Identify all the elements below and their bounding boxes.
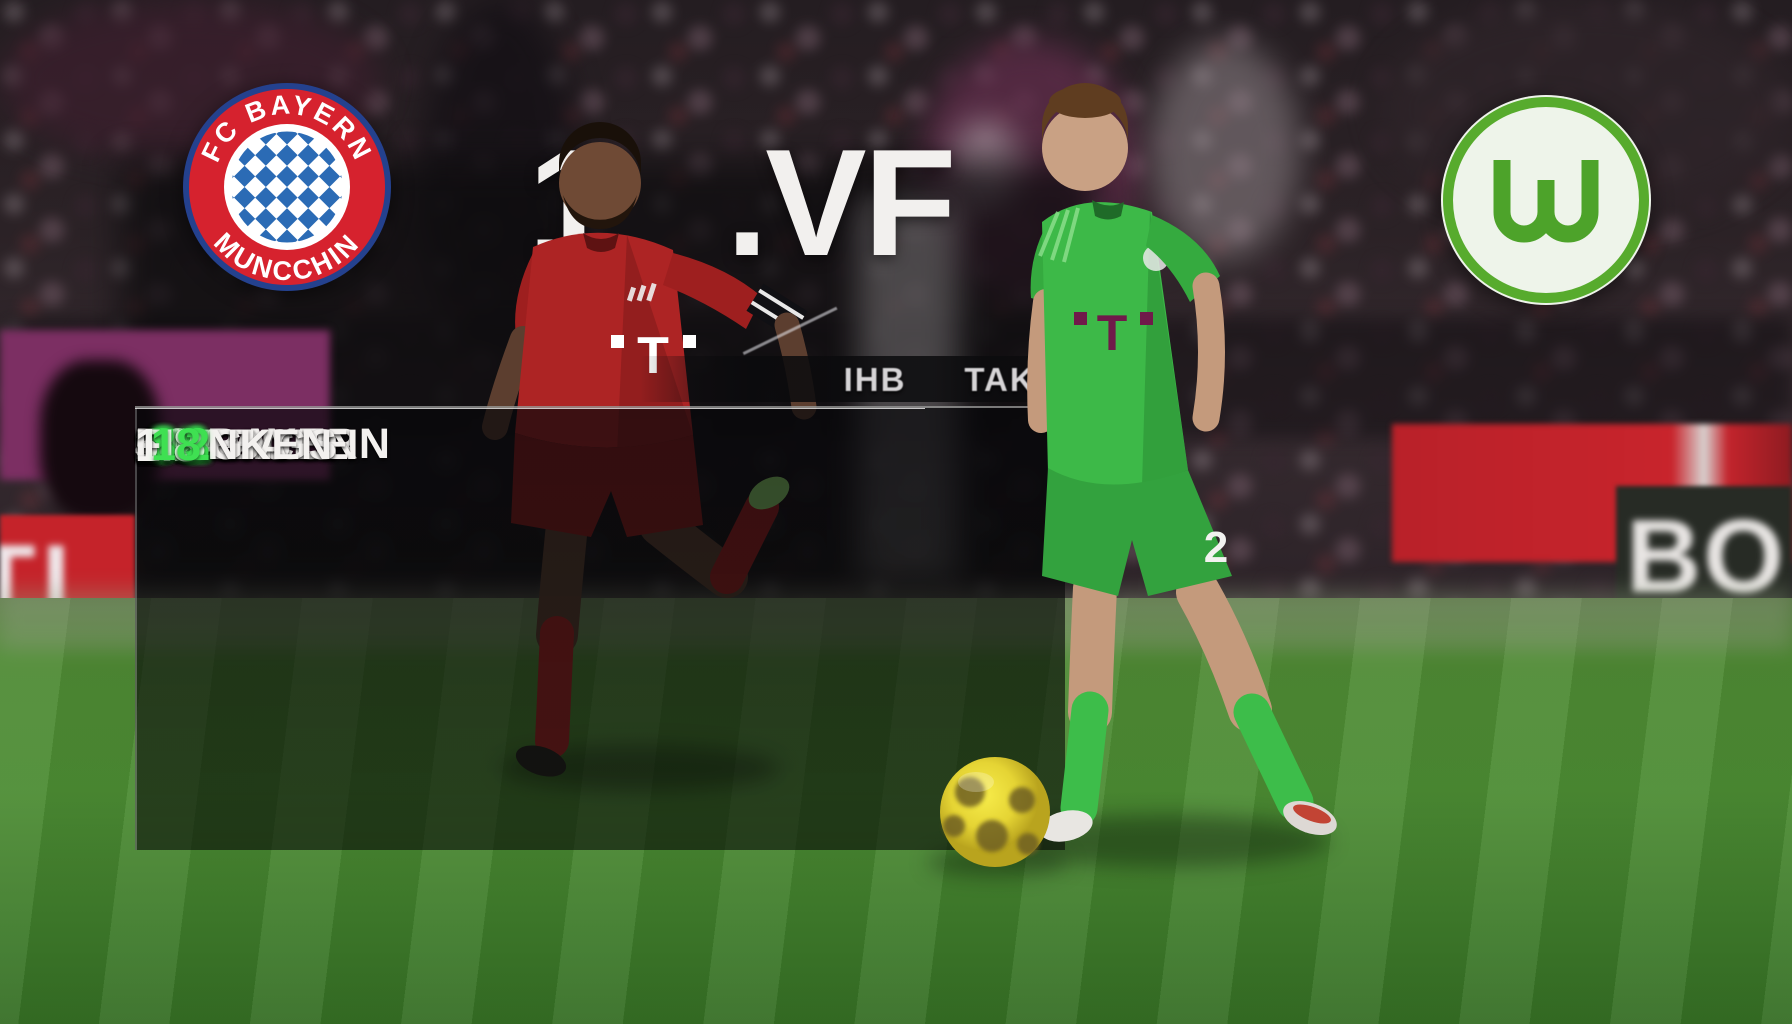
row-position: 2 (135, 421, 159, 469)
ball-highlight (958, 772, 994, 792)
ball-panels (943, 777, 1039, 855)
row-value: 1.8 (135, 419, 199, 472)
row-team-name: BRKACUN (135, 420, 360, 469)
header-col1: IHB (843, 361, 907, 398)
row-value: 1 2 (135, 419, 199, 472)
green-player-collar (1092, 200, 1124, 220)
away-badge-ring (1443, 97, 1649, 303)
red-player-collar (583, 233, 619, 252)
table-header-bar: IHB TAK (640, 356, 1078, 402)
right-ad-text: BO (1626, 499, 1786, 615)
green-player-right-sock (1233, 693, 1314, 821)
table-row: 3 DEABULE 1 2 1 5 (135, 408, 925, 482)
green-player-shorts (1042, 468, 1232, 596)
table-row: 2 BRKACUN 1.8 1 0 (135, 408, 925, 482)
table-row: 5 LIOGIA 1.5 3 85 (135, 408, 925, 482)
table-row: 1 FC BAYERN 1.8 1 3 (135, 408, 925, 482)
row-team-name: FIBNKEN (135, 420, 334, 469)
header-col2: TAK (964, 361, 1036, 398)
red-player-hair (559, 122, 641, 179)
red-player-left-sleeve (663, 253, 762, 329)
green-player-shorts-number: 2 (1204, 523, 1228, 572)
away-team-badge (1441, 95, 1651, 305)
row-stat2: 0 (151, 419, 177, 471)
red-player-beard (563, 195, 637, 229)
row-position: 3 (135, 421, 159, 469)
row-position: 4 (135, 421, 159, 469)
row-stat1: 1 (185, 419, 211, 471)
title-right: .VF (726, 118, 956, 288)
row-stat1: 1 (185, 418, 211, 470)
red-player-logo-dot-right (683, 335, 696, 348)
green-player-hair-top (1049, 86, 1121, 118)
red-player-logo-dot-left (611, 335, 624, 348)
row-value: 1.8 (135, 418, 199, 471)
row-team-name: FC BAYERN (135, 420, 391, 469)
green-player-jersey-shade (1142, 210, 1188, 486)
green-player-right-forearm (1192, 272, 1225, 432)
row-position: 5 (135, 421, 159, 469)
row-stat2: 3 (151, 418, 177, 470)
row-team-name: DEABULE (135, 420, 350, 469)
row-team-name: LIOGIA (135, 420, 290, 469)
green-player-left-sock (1060, 691, 1109, 827)
green-player-head (1042, 105, 1128, 191)
green-player-right-boot (1283, 800, 1337, 836)
row-position: 1 (135, 420, 159, 468)
wolfsburg-w-monogram (1493, 160, 1599, 243)
green-player-chest-logo: T (1097, 305, 1128, 361)
standings-table: 1 FC BAYERN 1.8 1 3 2 BRKACUN 1.8 1 0 3 … (135, 406, 1065, 850)
green-player-left-boot (1039, 810, 1093, 842)
green-player-logo-dot-left (1074, 312, 1087, 325)
red-player-head (559, 142, 641, 224)
row-value: 1.2 (135, 419, 199, 472)
row-stat2: 5 (151, 419, 177, 471)
home-team-badge: FC BAYERN MUNCCHIN (183, 83, 391, 291)
table-row: 4 PIRBNGS 1.2 1 5 (135, 408, 925, 482)
crowd-light-patch (1150, 40, 1300, 260)
green-player: T 2 (1027, 83, 1337, 842)
row-stat2: 18 (151, 419, 202, 471)
row-stat1: 1 (185, 419, 211, 471)
row-value: 1.8 (135, 419, 199, 472)
red-player-adidas-mark (626, 282, 657, 302)
green-player-right-leg (1176, 570, 1272, 732)
row-value: 1.5 (135, 419, 199, 472)
green-player-logo-dot-right (1140, 312, 1153, 325)
row-team-name: PIRBNGS (135, 420, 338, 469)
row-stat1: 2 (185, 419, 211, 471)
row-position: 5 (135, 421, 159, 469)
row-stat2: 85 (151, 419, 202, 471)
row-stat1: 3 (185, 419, 211, 471)
green-player-adidas-stripes (1038, 207, 1080, 263)
table-row: 5 FIBNKEN 1.8 2 18 (135, 408, 925, 482)
badge-diamond-core (228, 128, 346, 246)
ball (940, 757, 1050, 867)
row-stat2: 5 (151, 419, 177, 471)
row-stat1: 1 (185, 419, 211, 471)
